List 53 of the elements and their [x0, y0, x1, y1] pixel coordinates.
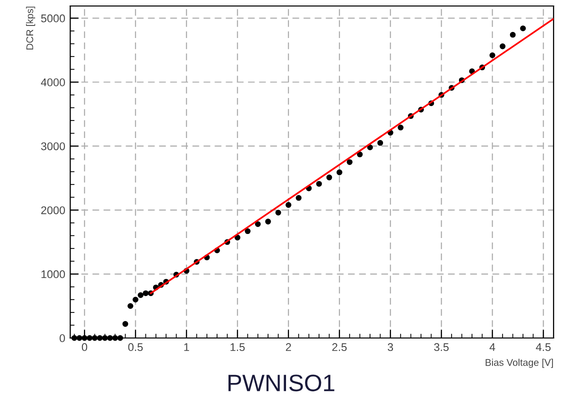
point — [117, 335, 124, 341]
point — [107, 335, 113, 341]
x-tick-label: 1 — [184, 343, 190, 351]
x-tick-label: 4 — [490, 343, 496, 351]
point — [346, 159, 353, 165]
point — [326, 174, 332, 180]
point — [398, 124, 404, 130]
point — [122, 321, 128, 327]
point — [86, 335, 93, 341]
x-tick-label: 0.5 — [128, 343, 143, 352]
point — [510, 32, 516, 38]
x-tick-label: 3.5 — [434, 343, 449, 352]
y-tick-label: 0 — [60, 334, 65, 342]
point — [244, 228, 251, 234]
point — [520, 26, 526, 32]
point — [265, 218, 271, 224]
point — [254, 221, 261, 228]
point — [377, 140, 384, 146]
x-tick-label: 2.5 — [332, 343, 347, 352]
y-tick-label: 5000 — [41, 14, 65, 22]
point — [142, 290, 149, 296]
point — [356, 152, 363, 158]
x-tick-label: 2 — [286, 343, 291, 351]
point — [296, 195, 302, 201]
x-tick-label: 3 — [388, 343, 394, 352]
y-tick-label: 1000 — [42, 270, 65, 278]
point — [102, 335, 108, 341]
point — [138, 292, 144, 298]
x-tick-label: 1.5 — [230, 343, 245, 352]
x-tick-label: 0 — [82, 343, 88, 352]
point — [128, 303, 134, 309]
point — [316, 180, 322, 187]
point — [234, 234, 240, 240]
point — [82, 335, 88, 341]
point — [286, 202, 292, 208]
y-tick-label: 3000 — [41, 142, 65, 150]
y-tick-label: 2000 — [41, 206, 65, 214]
point — [469, 68, 475, 74]
y-tick-label: 4000 — [40, 78, 65, 86]
point — [92, 335, 98, 341]
y-axis-title: DCR [kps] — [26, 6, 36, 50]
text: PWNISO1 — [228, 374, 334, 392]
point — [96, 335, 103, 341]
x-axis-title: Bias Voltage [V] — [486, 358, 553, 368]
point — [132, 296, 138, 303]
point — [500, 43, 506, 50]
point — [490, 52, 496, 58]
point — [112, 335, 118, 341]
point — [367, 144, 373, 150]
point — [275, 210, 282, 216]
point — [336, 169, 342, 176]
x-tick-label: 4.5 — [536, 343, 551, 352]
point — [76, 335, 82, 341]
